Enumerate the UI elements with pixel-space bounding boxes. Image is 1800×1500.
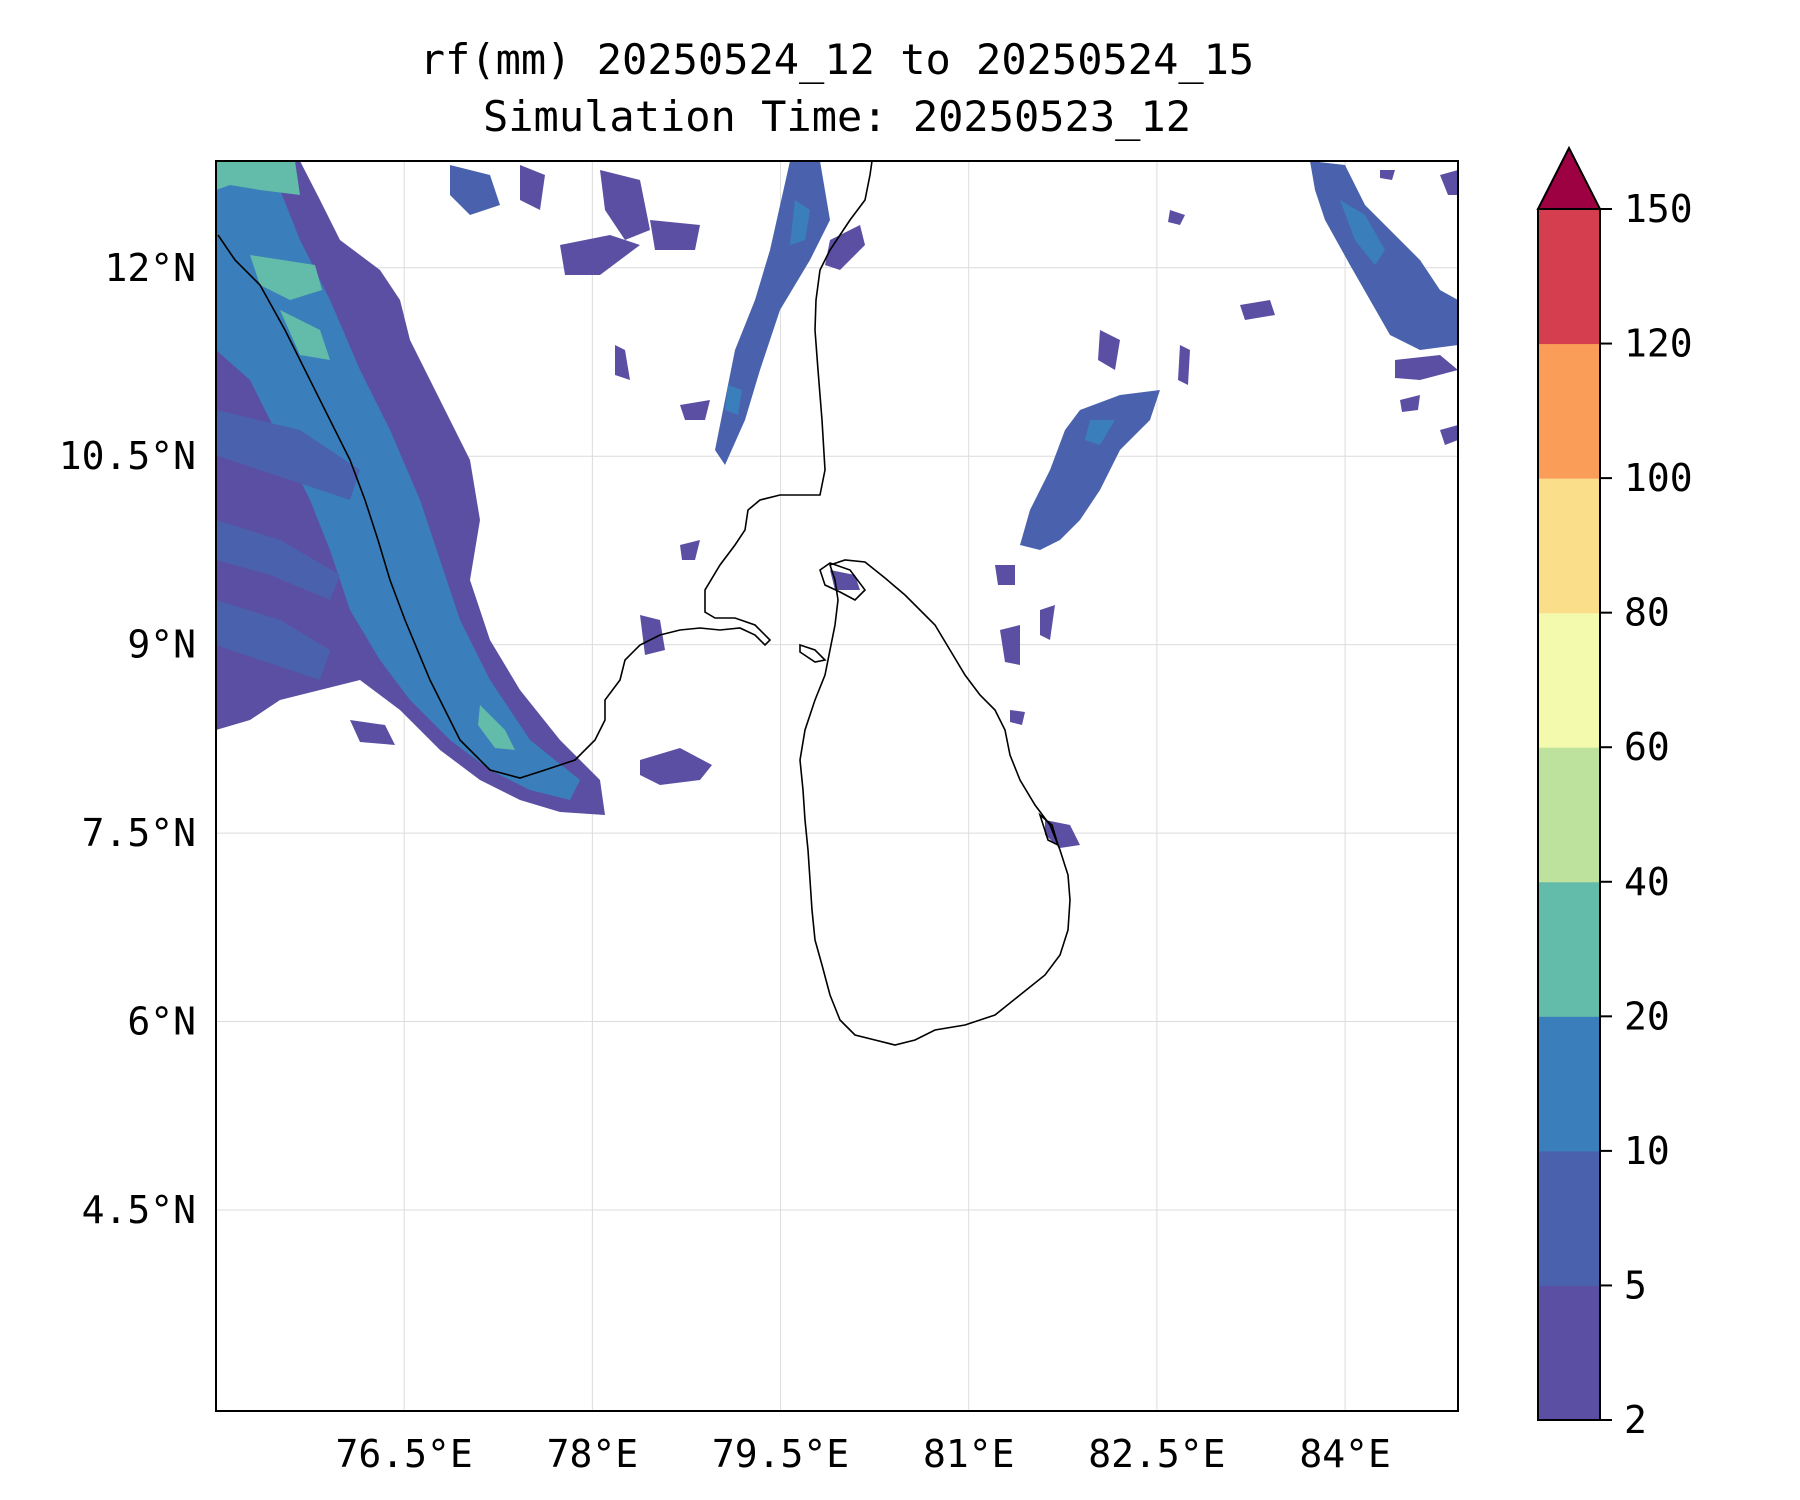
- rain-cell-jaffna: [830, 570, 860, 590]
- colorbar-band: [1538, 881, 1600, 1017]
- lon-tick-label: 76.5°E: [336, 1432, 473, 1476]
- rain-band-east-core: [1085, 420, 1115, 445]
- colorbar-tick-label: 100: [1624, 456, 1693, 500]
- colorbar-ticks: 2 5 10 20 40 60 80 100 120 150: [1600, 187, 1693, 1442]
- lat-tick-label: 4.5°N: [82, 1188, 196, 1232]
- colorbar-tick-label: 2: [1624, 1398, 1647, 1442]
- rain-streak-central-north-core: [790, 200, 810, 245]
- rain-cell-palk-2: [640, 615, 665, 655]
- colorbar-tick-label: 10: [1624, 1129, 1670, 1173]
- lon-tick-label: 84°E: [1299, 1432, 1391, 1476]
- rain-cell-east-3: [1240, 300, 1275, 320]
- colorbar-band: [1538, 1285, 1600, 1421]
- lat-tick-label: 9°N: [127, 623, 196, 667]
- rain-streak-west-3: [216, 600, 330, 680]
- colorbar-band: [1538, 1150, 1600, 1286]
- colorbar-tick-label: 60: [1624, 725, 1670, 769]
- rain-cell-far-east-3: [1440, 425, 1458, 445]
- colorbar-extend-arrow: [1536, 145, 1602, 210]
- colorbar-frame: [1537, 208, 1601, 1421]
- lat-tick-label: 7.5°N: [82, 811, 196, 855]
- colorbar-tick-label: 150: [1624, 187, 1693, 231]
- lon-tick-label: 79.5°E: [712, 1432, 849, 1476]
- rain-cell-far-east-2: [1400, 395, 1420, 412]
- colorbar-band: [1538, 343, 1600, 479]
- colorbar-band: [1538, 1016, 1600, 1152]
- lon-tick-label: 78°E: [547, 1432, 639, 1476]
- colorbar-band: [1538, 209, 1600, 345]
- colorbar-tick-label: 40: [1624, 860, 1670, 904]
- lat-tick-label: 6°N: [127, 1000, 196, 1044]
- rain-cell-east-1: [1098, 330, 1120, 370]
- rain-cell-east-2: [1178, 345, 1190, 385]
- rain-cell-far-east-1: [1395, 355, 1458, 380]
- rain-cell-east-4: [1168, 210, 1185, 225]
- rain-area-west-coast-peak-1: [216, 161, 300, 195]
- colorbar-bands: [1538, 209, 1600, 1421]
- rain-band-east: [1020, 390, 1160, 550]
- rain-streak-west-4: [350, 720, 395, 745]
- lat-tick-label: 12°N: [104, 246, 196, 290]
- colorbar-band: [1538, 747, 1600, 883]
- coastline-india: [217, 161, 873, 779]
- rain-cell-central-north-1: [825, 225, 865, 270]
- rain-streak-west-1: [216, 410, 360, 500]
- colorbar-tick-label: 5: [1624, 1263, 1647, 1307]
- rain-area-west-coast-peak-3: [280, 310, 330, 360]
- rain-cell-north-5: [650, 220, 700, 250]
- rain-cell-far-east-4: [1440, 170, 1458, 195]
- coastlines: [217, 161, 1071, 1046]
- rain-cell-palk-3: [640, 748, 712, 785]
- rain-cell-north-6: [615, 345, 630, 380]
- rain-cell-north-1: [450, 165, 500, 215]
- rain-cell-north-4: [600, 170, 650, 240]
- lat-tick-label: 10.5°N: [59, 434, 196, 478]
- rain-area-west-coast-peak-2: [250, 255, 322, 300]
- rain-area-west-coast-peak-4: [478, 705, 515, 750]
- rain-cell-east-6: [1000, 625, 1020, 665]
- rain-streak-central-north-core-2: [725, 385, 742, 415]
- longitude-ticks: 76.5°E 78°E 79.5°E 81°E 82.5°E 84°E: [336, 1432, 1391, 1476]
- rain-cell-central-north-2: [680, 400, 710, 420]
- rain-cell-far-east-5: [1380, 170, 1395, 180]
- rain-cell-east-5: [995, 565, 1015, 585]
- colorbar-tick-label: 80: [1624, 591, 1670, 635]
- colorbar-band: [1538, 612, 1600, 748]
- title-line-2: Simulation Time: 20250523_12: [483, 92, 1191, 141]
- rain-cell-palk-1: [680, 540, 700, 560]
- coastline-batticaloa: [1038, 812, 1060, 847]
- latitude-ticks: 12°N 10.5°N 9°N 7.5°N 6°N 4.5°N: [59, 246, 196, 1232]
- rainfall-contours: [216, 161, 1458, 848]
- colorbar: 2 5 10 20 40 60 80 100 120 150: [1536, 145, 1693, 1442]
- rain-streak-west-2: [216, 520, 340, 600]
- colorbar-band: [1538, 478, 1600, 614]
- rain-cell-east-7: [1040, 605, 1055, 640]
- coastline-mannar: [799, 643, 827, 663]
- title-line-1: rf(mm) 20250524_12 to 20250524_15: [420, 35, 1254, 84]
- lon-tick-label: 82.5°E: [1088, 1432, 1225, 1476]
- coastline-jaffna-lagoon: [819, 562, 867, 601]
- map-frame: [215, 160, 1459, 1412]
- colorbar-tick-label: 20: [1624, 994, 1670, 1038]
- colorbar-tick-label: 120: [1624, 322, 1693, 366]
- rain-band-far-east-core: [1340, 200, 1385, 265]
- coastline-sri-lanka: [799, 559, 1071, 1046]
- rain-cell-east-8: [1010, 710, 1025, 725]
- rain-cell-north-3: [560, 235, 640, 275]
- rain-cell-trinco: [1045, 820, 1080, 848]
- map-area: 76.5°E 78°E 79.5°E 81°E 82.5°E 84°E 12°N 10.5°…: [59, 160, 1459, 1476]
- lon-tick-label: 81°E: [923, 1432, 1015, 1476]
- rain-cell-north-2: [520, 165, 545, 210]
